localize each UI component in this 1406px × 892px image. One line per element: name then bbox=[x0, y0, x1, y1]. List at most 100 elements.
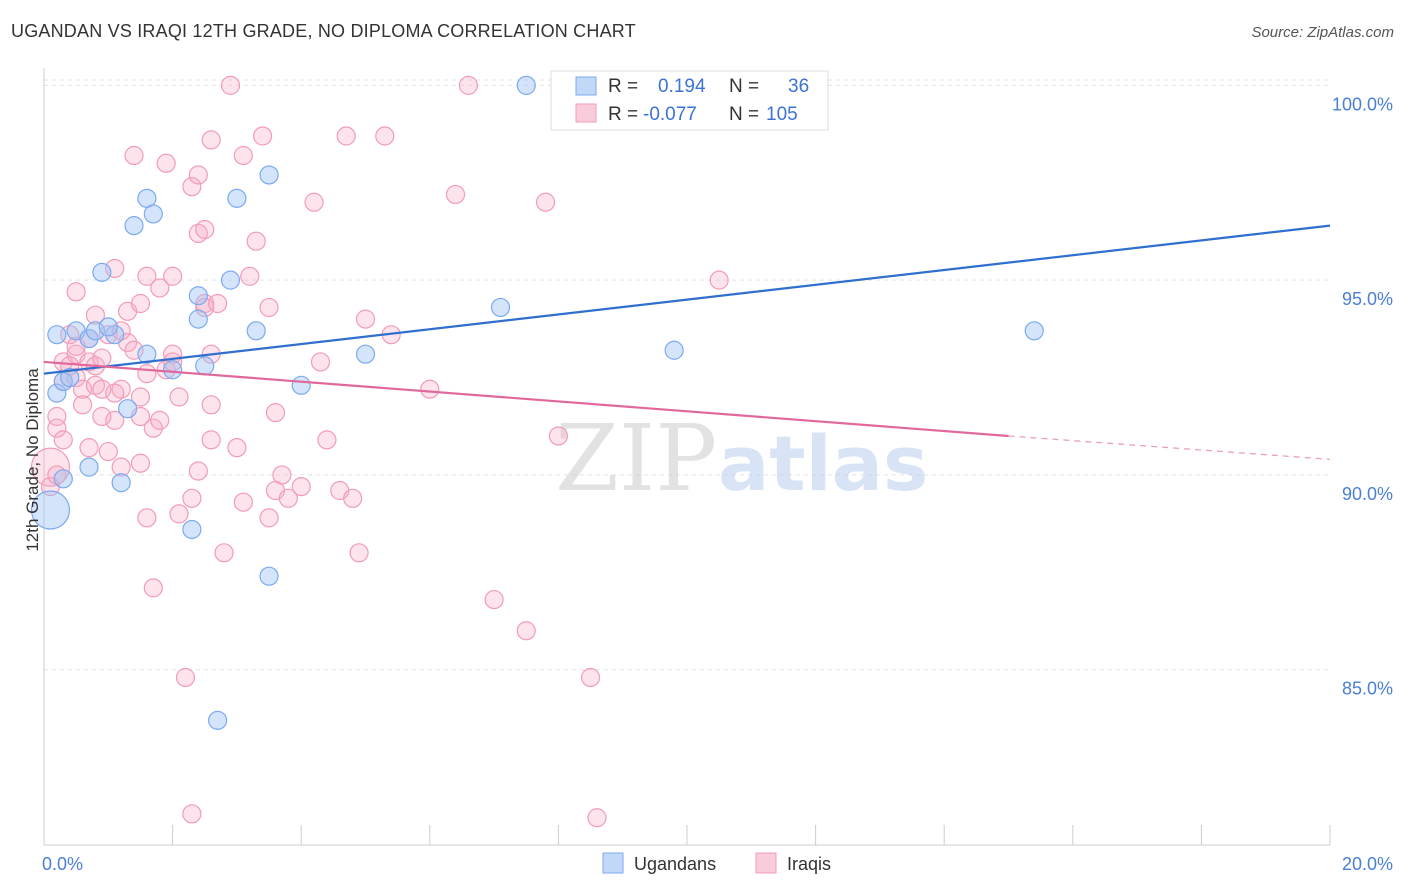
y-tick-label: 85.0% bbox=[1342, 679, 1393, 699]
iraqis-point bbox=[188, 461, 208, 481]
iraqis-point bbox=[214, 543, 234, 563]
iraqis-point bbox=[124, 340, 144, 360]
watermark-atlas: atlas bbox=[718, 419, 928, 508]
iraqis-point bbox=[130, 293, 151, 314]
trend-lines bbox=[43, 224, 1331, 460]
ugandans-point bbox=[182, 519, 202, 540]
iraqis-point bbox=[124, 145, 144, 166]
ugandans-point bbox=[60, 367, 80, 388]
legend-swatch-ugandans bbox=[575, 76, 597, 96]
ugandans-point bbox=[47, 325, 67, 345]
ugandans-point bbox=[111, 473, 131, 493]
legend-r-ugandans: 0.194 bbox=[658, 76, 706, 97]
iraqis-point bbox=[259, 297, 279, 318]
legend-n-ugandans: 36 bbox=[788, 76, 809, 97]
ugandans-point bbox=[105, 325, 125, 345]
ugandans-point bbox=[259, 165, 279, 185]
iraqis-point bbox=[343, 488, 363, 508]
ugandans-point bbox=[163, 360, 183, 380]
iraqis-point bbox=[580, 667, 601, 688]
iraqis-point bbox=[175, 667, 196, 688]
iraqis-point bbox=[240, 266, 260, 286]
iraqis-point bbox=[587, 808, 607, 828]
ugandans-point bbox=[85, 321, 106, 341]
bottom-legend-swatch-ugandans bbox=[602, 852, 624, 874]
ugandans-point bbox=[188, 286, 208, 306]
trend-line-ugandans bbox=[43, 224, 1331, 375]
iraqis-point bbox=[709, 270, 729, 290]
legend-n-iraqis: 105 bbox=[766, 104, 798, 125]
iraqis-point bbox=[227, 438, 247, 458]
iraqis-point bbox=[201, 430, 221, 450]
legend-box: R = 0.194 N = 36 R = -0.077 N = 105 bbox=[550, 70, 829, 131]
chart-title: UGANDAN VS IRAQI 12TH GRADE, NO DIPLOMA … bbox=[11, 21, 636, 41]
ugandans-point bbox=[195, 356, 215, 376]
iraqis-point bbox=[150, 278, 170, 298]
iraqis-point bbox=[130, 387, 151, 407]
iraqis-point bbox=[253, 126, 273, 146]
ugandans-point bbox=[516, 75, 536, 95]
iraqis-point bbox=[30, 447, 71, 487]
iraqis-point bbox=[201, 130, 221, 150]
axes bbox=[43, 68, 1331, 846]
source-label: Source: ZipAtlas.com bbox=[1251, 24, 1394, 41]
iraqis-point bbox=[85, 305, 106, 325]
iraqis-point bbox=[53, 430, 73, 450]
iraqis-point bbox=[137, 508, 157, 528]
bottom-legend-swatch-iraqis bbox=[755, 852, 777, 874]
iraqis-point bbox=[92, 348, 112, 368]
gridlines bbox=[44, 79, 1330, 671]
iraqis-point bbox=[92, 379, 112, 399]
iraqis-point bbox=[272, 465, 292, 485]
ugandans-point bbox=[92, 262, 112, 282]
iraqis-point bbox=[98, 325, 118, 345]
iraqis-point bbox=[233, 492, 253, 512]
trend-line-iraqis-extension bbox=[1008, 435, 1331, 460]
iraqis-point bbox=[208, 293, 228, 314]
iraqis-point bbox=[105, 258, 125, 279]
iraqis-point bbox=[291, 477, 311, 497]
iraqis-point bbox=[169, 387, 189, 407]
ugandans-point bbox=[291, 375, 311, 395]
ugandans-point bbox=[490, 297, 511, 318]
iraqis-point bbox=[336, 126, 356, 146]
iraqis-point bbox=[304, 192, 324, 212]
iraqis-point bbox=[317, 430, 337, 450]
ugandans-point bbox=[355, 344, 376, 364]
ugandans-point bbox=[30, 490, 71, 530]
iraqis-point bbox=[201, 395, 221, 415]
bottom-legend-iraqis: Iraqis bbox=[787, 854, 831, 874]
iraqis-point bbox=[458, 75, 478, 95]
bottom-legend-ugandans: Ugandans bbox=[634, 854, 716, 874]
ugandans-point bbox=[208, 710, 228, 730]
trend-line-iraqis bbox=[43, 360, 1009, 438]
ugandans-point bbox=[98, 317, 118, 337]
ugandans-point bbox=[259, 566, 279, 586]
iraqis-point bbox=[548, 426, 569, 446]
iraqis-point bbox=[195, 219, 215, 240]
iraqis-point bbox=[516, 621, 536, 641]
iraqis-point bbox=[137, 364, 157, 384]
y-axis-label: 12th Grade, No Diploma bbox=[23, 368, 42, 552]
iraqis-point bbox=[310, 352, 331, 372]
ugandans-point bbox=[79, 457, 99, 477]
iraqis-point bbox=[195, 297, 215, 318]
ugandans-point bbox=[664, 340, 684, 360]
ugandans-point bbox=[246, 321, 266, 341]
iraqis-point bbox=[259, 508, 279, 528]
iraqis-point bbox=[484, 589, 504, 610]
iraqis-point bbox=[220, 75, 241, 95]
legend-r-iraqis: -0.077 bbox=[643, 104, 697, 125]
legend-n-label: N = bbox=[729, 104, 759, 125]
iraqis-point bbox=[156, 153, 176, 173]
iraqis-point bbox=[137, 266, 157, 286]
iraqis-point bbox=[182, 488, 202, 508]
iraqis-point bbox=[349, 543, 369, 563]
iraqis-point bbox=[111, 457, 131, 477]
y-tick-label: 95.0% bbox=[1342, 289, 1393, 309]
ugandans-point bbox=[124, 216, 144, 236]
iraqis-point bbox=[66, 367, 86, 388]
iraqis-point bbox=[72, 395, 93, 415]
iraqis-point bbox=[105, 410, 125, 430]
ugandans-point bbox=[117, 399, 138, 419]
